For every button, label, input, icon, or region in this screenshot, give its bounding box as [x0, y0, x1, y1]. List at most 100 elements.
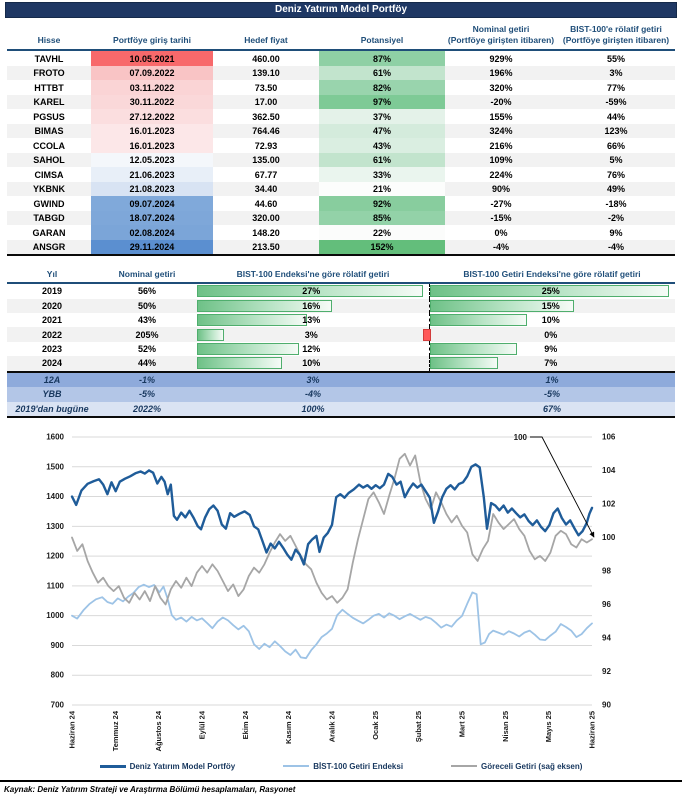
- nominal-return-cell: 56%: [137, 286, 156, 297]
- legend-label-portfolio: Deniz Yatırım Model Portföy: [129, 761, 236, 771]
- data-bar-fill: [429, 314, 527, 327]
- nominal-return-cell: -15%: [490, 213, 512, 223]
- yearly-table-body: 2019 56% 27% 25% 2020 50% 16%: [7, 283, 675, 419]
- entry-date-cell: 27.12.2022: [91, 109, 213, 124]
- portfolio-table-row: FROTO 07.09.2022 139.10 61% 196% 3%: [7, 65, 675, 81]
- yearly-table-row: 2024 44% 10% 7%: [7, 356, 675, 372]
- potential-cell: 152%: [319, 239, 445, 257]
- data-bar: 27%: [197, 285, 426, 298]
- portfolio-line: [70, 463, 594, 566]
- entry-date-cell: 02.08.2024: [91, 225, 213, 240]
- data-bar-label: 10%: [302, 358, 321, 369]
- negative-data-bar: [422, 328, 431, 341]
- svg-text:1300: 1300: [46, 522, 64, 531]
- svg-text:100: 100: [602, 533, 616, 542]
- stock-ticker: ANSGR: [7, 239, 91, 257]
- relative-return-cell: 5%: [609, 155, 623, 165]
- relative-line-swatch: [451, 765, 478, 768]
- potential-cell: 37%: [319, 109, 445, 124]
- entry-date-cell: 21.08.2023: [91, 181, 213, 197]
- col-header-target-price: Hedef fiyat: [213, 20, 319, 52]
- svg-text:1400: 1400: [46, 492, 64, 501]
- svg-text:90: 90: [602, 701, 611, 710]
- data-bar-fill: [197, 328, 224, 341]
- portfolio-line-swatch: [99, 764, 126, 768]
- svg-text:94: 94: [602, 634, 611, 643]
- performance-line-chart: 7008009001000110012001300140015001600909…: [46, 433, 616, 752]
- svg-text:1000: 1000: [46, 612, 64, 621]
- relative-return-cell: -59%: [605, 97, 627, 107]
- x-axis-labels: Haziran 24 Temmuz 24 Ağustos 24 Eylül 24 Eki…: [68, 711, 597, 752]
- data-bar-label: 27%: [302, 286, 321, 297]
- data-bar-fill: [197, 357, 283, 370]
- nominal-return-cell: 44%: [137, 358, 156, 369]
- stock-ticker: CCOLA: [33, 140, 65, 151]
- nominal-return-cell: 90%: [491, 184, 510, 194]
- nominal-return-cell: 52%: [137, 344, 156, 354]
- nominal-return-cell: 224%: [489, 169, 513, 180]
- target-price-cell: 67.77: [254, 169, 278, 180]
- data-bar-label: 0%: [544, 329, 558, 340]
- year-cell: 2019: [41, 286, 63, 297]
- target-price-cell: 139.10: [252, 68, 280, 78]
- stock-ticker: HTTBT: [34, 82, 64, 93]
- relative-return-cell: 55%: [606, 53, 625, 64]
- data-bar-label: 16%: [302, 300, 321, 311]
- year-cell: 2023: [41, 344, 63, 354]
- data-bar: 25%: [429, 285, 673, 298]
- potential-cell: 85%: [319, 210, 445, 226]
- relative-return-bar-cell: 3%: [197, 327, 429, 341]
- svg-text:1100: 1100: [47, 582, 65, 591]
- portfolio-table-row: TAVHL 10.05.2021 460.00 87% 929% 55%: [7, 50, 675, 66]
- svg-text:Ocak 25: Ocak 25: [371, 711, 380, 740]
- svg-text:Mart 25: Mart 25: [458, 711, 467, 737]
- legend-label-bist: BİST-100 Getiri Endeksi: [313, 761, 404, 771]
- annotation-arrow: [530, 436, 595, 538]
- nominal-return-cell: -1%: [97, 370, 197, 388]
- relative-return-cell: 100%: [197, 401, 429, 419]
- right-axis-labels: 90 92 94 96 98 100 102 104 106: [602, 433, 616, 710]
- relative-return-tr-bar-cell: 15%: [428, 298, 675, 314]
- potential-cell: 97%: [319, 94, 445, 110]
- svg-text:Nisan 25: Nisan 25: [501, 711, 510, 742]
- svg-text:98: 98: [602, 567, 611, 576]
- portfolio-table-row: PGSUS 27.12.2022 362.50 37% 155% 44%: [7, 109, 675, 124]
- relative-return-tr-cell: -5%: [543, 389, 560, 400]
- data-bar: 15%: [429, 299, 673, 312]
- legend-item-relative: Göreceli Getiri (sağ eksen): [451, 762, 582, 771]
- svg-text:Kasım 24: Kasım 24: [284, 711, 293, 745]
- entry-date-cell: 03.11.2022: [91, 80, 213, 95]
- relative-return-tr-bar-cell: 25%: [428, 283, 675, 299]
- relative-return-tr-cell: 67%: [429, 401, 675, 419]
- svg-text:700: 700: [51, 701, 65, 710]
- svg-text:1500: 1500: [46, 463, 64, 472]
- entry-date-cell: 30.11.2022: [91, 94, 213, 110]
- yearly-table-header-row: Yıl Nominal getiri BIST-100 Endeksi'ne g…: [7, 267, 675, 285]
- svg-text:Ağustos 24: Ağustos 24: [154, 711, 163, 752]
- nominal-return-cell: 324%: [489, 126, 513, 136]
- portfolio-table-header-row: Hisse Portföye giriş tarihi Hedef fiyat …: [7, 20, 675, 52]
- portfolio-table-row: YKBNK 21.08.2023 34.40 21% 90% 49%: [7, 181, 675, 197]
- target-price-cell: 362.50: [252, 111, 280, 122]
- stock-ticker: SAHOL: [33, 155, 65, 165]
- year-cell: 2022: [41, 329, 63, 340]
- potential-cell: 33%: [319, 167, 445, 182]
- portfolio-table-row: GWIND 09.07.2024 44.60 92% -27% -18%: [7, 196, 675, 211]
- svg-text:104: 104: [602, 466, 616, 475]
- data-bar: 10%: [429, 314, 673, 327]
- yearly-table-row: 2020 50% 16% 15%: [7, 298, 675, 314]
- year-cell: 2024: [41, 358, 63, 369]
- target-price-cell: 73.50: [254, 82, 278, 93]
- nominal-return-cell: 43%: [137, 315, 156, 326]
- year-cell: 2021: [41, 315, 63, 326]
- potential-cell: 82%: [319, 80, 445, 95]
- relative-return-cell: 76%: [606, 169, 625, 180]
- relative-return-cell: 66%: [606, 140, 625, 151]
- relative-return-cell: -4%: [304, 389, 321, 400]
- portfolio-table-row: CIMSA 21.06.2023 67.77 33% 224% 76%: [7, 167, 675, 182]
- target-price-cell: 44.60: [254, 198, 278, 209]
- portfolio-table-row: GARAN 02.08.2024 148.20 22% 0% 9%: [7, 225, 675, 240]
- data-bar-fill: [429, 357, 499, 370]
- nominal-return-cell: 320%: [489, 82, 513, 93]
- data-bar: 12%: [197, 343, 426, 355]
